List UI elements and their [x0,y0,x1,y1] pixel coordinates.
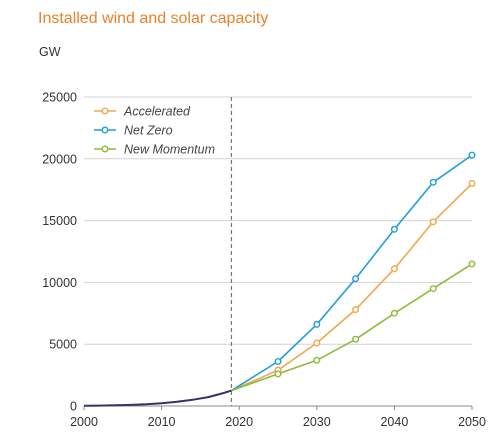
data-point-accelerated [352,306,360,314]
history-line [83,389,232,407]
x-tick-label: 2000 [70,415,98,429]
legend-label: Net Zero [124,124,173,138]
data-point-accelerated [313,339,321,347]
chart-title: Installed wind and solar capacity [38,10,269,27]
data-point-net-zero [468,151,476,159]
data-point-new-momentum [390,309,398,317]
y-tick-label: 25000 [42,91,77,105]
y-tick-label: 5000 [49,338,77,352]
x-tick-label: 2010 [148,415,176,429]
legend-label: Accelerated [123,105,191,119]
data-point-accelerated [390,265,398,273]
data-point-accelerated [468,180,476,188]
data-point-net-zero [352,275,360,283]
y-tick-label: 15000 [42,214,77,228]
x-tick-label: 2040 [380,415,408,429]
data-point-net-zero [429,178,437,186]
y-tick-label: 0 [70,400,77,414]
data-point-new-momentum [468,260,476,268]
x-tick-label: 2020 [225,415,253,429]
y-axis-unit-label: GW [39,45,61,59]
data-point-new-momentum [429,285,437,293]
data-point-new-momentum [352,335,360,343]
data-point-new-momentum [274,370,282,378]
legend-label: New Momentum [124,143,215,157]
data-point-net-zero [390,225,398,233]
y-tick-label: 10000 [42,276,77,290]
legend-swatch-marker [101,126,109,134]
x-tick-label: 2030 [303,415,331,429]
y-tick-label: 20000 [42,152,77,166]
data-point-new-momentum [313,356,321,364]
x-tick-label: 2050 [458,415,486,429]
data-point-net-zero [313,320,321,328]
legend-swatch-marker [101,145,109,153]
series-line-net-zero [230,154,473,392]
legend-swatch-marker [101,107,109,115]
data-point-accelerated [429,218,437,226]
data-point-net-zero [274,358,282,366]
